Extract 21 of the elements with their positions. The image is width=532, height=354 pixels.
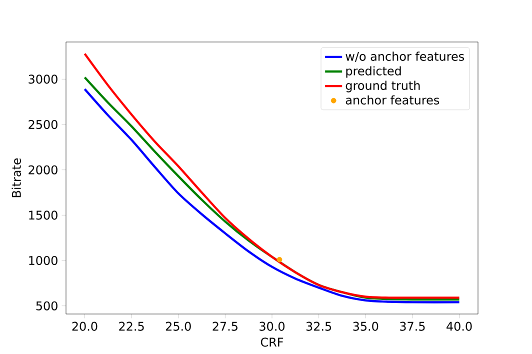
legend-label: anchor features [346,95,440,105]
x-tick-label: 20.0 [72,322,98,331]
x-tick-label: 25.0 [166,322,191,331]
y-tick-label: 3000 [28,74,58,84]
legend-label: w/o anchor features [346,52,464,62]
y-tick-label: 1000 [29,256,58,266]
x-tick-label: 30.0 [260,322,285,331]
y-tick-label: 500 [36,301,58,310]
legend-label: ground truth [346,80,420,92]
x-tick-label: 27.5 [212,322,238,331]
x-tick-label: 22.5 [119,322,144,331]
y-tick-label: 2000 [28,165,58,174]
y-tick-label: 1500 [29,210,58,220]
legend-label: predicted [346,66,401,78]
x-tick-label: 37.5 [400,322,425,331]
x-tick-label: 35.0 [353,322,378,331]
y-axis-title: Bitrate [12,158,21,198]
x-tick-label: 32.5 [306,322,332,331]
y-tick-label: 2500 [28,120,58,130]
x-axis-title: CRF [260,338,284,347]
x-tick-label: 40.0 [446,322,472,331]
